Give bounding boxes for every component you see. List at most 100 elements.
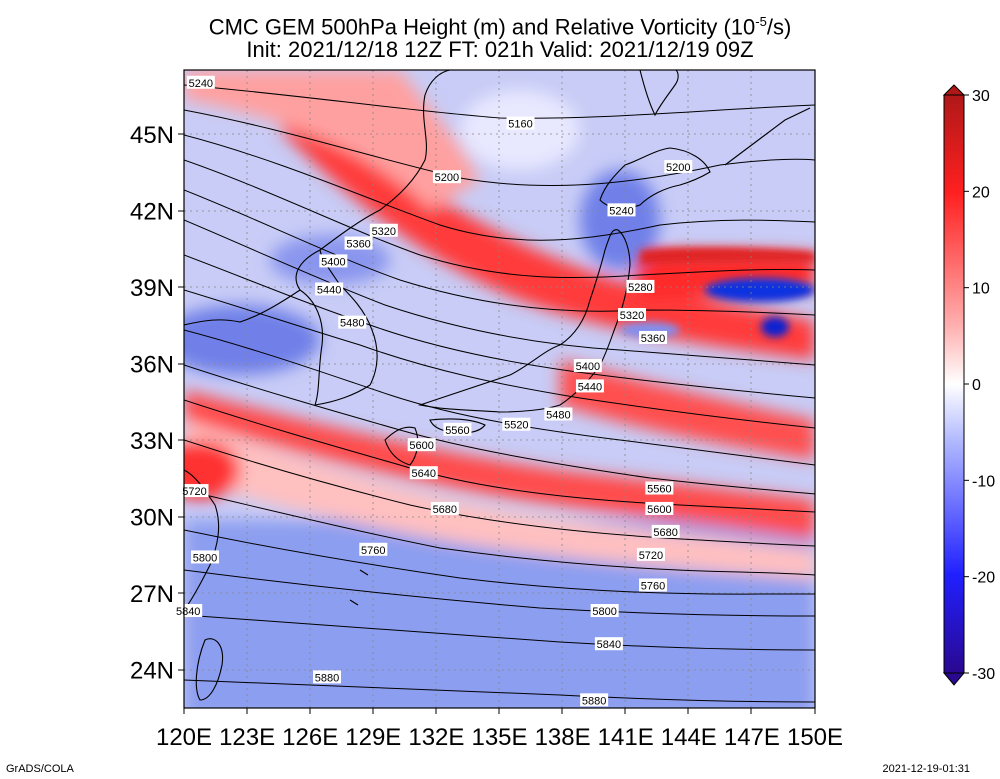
svg-text:5240: 5240 <box>609 205 633 217</box>
contour-label: 5200 <box>432 170 461 184</box>
svg-text:5400: 5400 <box>576 361 600 373</box>
latitude-label: 39N <box>130 275 174 302</box>
contour-label: 5360 <box>344 236 373 251</box>
contour-label: 5880 <box>313 670 342 684</box>
longitude-label: 126E <box>282 724 338 751</box>
contour-label: 5800 <box>191 550 220 564</box>
svg-text:5760: 5760 <box>641 581 665 593</box>
longitude-label: 150E <box>787 724 843 751</box>
contour-label: 5480 <box>338 315 367 330</box>
svg-text:5800: 5800 <box>193 552 217 564</box>
contour-label: 5600 <box>645 501 674 516</box>
svg-text:5200: 5200 <box>435 172 459 184</box>
svg-text:5840: 5840 <box>176 606 200 618</box>
footer-credit: GrADS/COLA <box>6 763 74 775</box>
contour-label: 5880 <box>580 693 609 707</box>
svg-text:5440: 5440 <box>317 284 341 296</box>
contour-label: 5840 <box>174 604 203 618</box>
contour-label: 5640 <box>409 466 438 480</box>
chart-title-line2: Init: 2021/12/18 12Z FT: 021h Valid: 202… <box>246 37 754 62</box>
contour-label: 5440 <box>315 282 344 296</box>
longitude-label: 132E <box>408 724 464 751</box>
svg-text:5600: 5600 <box>409 440 433 452</box>
longitude-label: 144E <box>661 724 717 751</box>
svg-text:5520: 5520 <box>504 420 528 432</box>
colorbar-label: -30 <box>972 666 995 683</box>
svg-text:5200: 5200 <box>666 162 690 174</box>
longitude-label: 138E <box>535 724 591 751</box>
contour-label: 5520 <box>502 417 531 432</box>
contour-label: 5480 <box>544 407 573 422</box>
longitude-label: 147E <box>724 724 780 751</box>
contour-label: 5680 <box>651 524 680 539</box>
height-contours <box>184 84 815 703</box>
svg-text:5480: 5480 <box>546 410 570 422</box>
frame-ticks <box>178 133 816 714</box>
contour-label: 5240 <box>607 203 636 217</box>
vorticity-field <box>184 70 815 708</box>
latitude-label: 30N <box>130 505 174 532</box>
colorbar-label: 30 <box>972 88 990 105</box>
colorbar: 30 20 10 0 -10 -20 -30 <box>942 84 995 686</box>
svg-text:5320: 5320 <box>372 226 396 238</box>
svg-text:5360: 5360 <box>346 239 370 251</box>
contour-label: 5280 <box>626 279 655 294</box>
svg-text:5640: 5640 <box>412 468 436 480</box>
svg-text:5600: 5600 <box>647 504 671 516</box>
colorbar-label: 20 <box>972 184 990 201</box>
svg-text:5240: 5240 <box>189 78 213 90</box>
contour-label: 5560 <box>443 422 472 437</box>
contour-label: 5720 <box>636 547 665 562</box>
latitude-label: 24N <box>130 658 174 685</box>
contour-label: 5760 <box>359 542 388 557</box>
contour-label: 5400 <box>573 359 602 373</box>
colorbar-label: -20 <box>972 570 995 587</box>
colorbar-label: 0 <box>972 377 981 394</box>
footer-timestamp: 2021-12-19-01:31 <box>882 763 970 775</box>
contour-label: 5320 <box>618 307 647 322</box>
colorbar-bottom-arrow <box>942 672 966 686</box>
contour-label: 5800 <box>590 604 619 618</box>
svg-text:5880: 5880 <box>315 672 339 684</box>
contour-label: 5560 <box>645 481 674 496</box>
colorbar-gradient <box>943 94 965 674</box>
svg-text:5800: 5800 <box>592 606 616 618</box>
contour-label: 5400 <box>319 254 348 268</box>
svg-text:5680: 5680 <box>433 504 457 516</box>
chart-title-line1: CMC GEM 500hPa Height (m) and Relative V… <box>208 14 792 40</box>
svg-text:5680: 5680 <box>653 527 677 539</box>
contour-label: 5760 <box>639 578 668 593</box>
svg-text:5360: 5360 <box>641 333 665 345</box>
contour-label: 5200 <box>664 159 693 174</box>
latitude-label: 36N <box>130 351 174 378</box>
contour-label: 5680 <box>430 501 459 516</box>
svg-text:5760: 5760 <box>361 545 385 557</box>
svg-text:5880: 5880 <box>582 695 606 707</box>
contour-label: 5320 <box>369 223 398 238</box>
svg-text:5160: 5160 <box>508 119 532 131</box>
contour-labels: 5240516052005200524053205360540052805440… <box>174 75 693 707</box>
latitude-label: 45N <box>130 122 174 149</box>
svg-text:5720: 5720 <box>639 550 663 562</box>
contour-label: 5360 <box>639 330 668 345</box>
svg-text:5440: 5440 <box>578 381 602 393</box>
longitude-label: 129E <box>345 724 401 751</box>
contour-label: 5720 <box>180 484 209 498</box>
longitude-label: 135E <box>471 724 527 751</box>
latitude-label: 33N <box>130 428 174 455</box>
svg-text:5400: 5400 <box>321 256 345 268</box>
longitude-label: 123E <box>219 724 275 751</box>
latitude-label: 27N <box>130 581 174 608</box>
contour-label: 5240 <box>186 75 215 90</box>
contour-label: 5600 <box>407 438 436 452</box>
svg-text:5560: 5560 <box>445 425 469 437</box>
contour-label: 5160 <box>506 116 535 131</box>
longitude-label: 141E <box>598 724 654 751</box>
svg-text:5480: 5480 <box>340 318 364 330</box>
colorbar-label: -10 <box>972 473 995 490</box>
svg-text:5320: 5320 <box>620 310 644 322</box>
latitude-tick-labels: 24N 27N 30N 33N 36N 39N 42N 45N <box>130 122 174 685</box>
latitude-label: 42N <box>130 198 174 225</box>
svg-text:5560: 5560 <box>647 484 671 496</box>
